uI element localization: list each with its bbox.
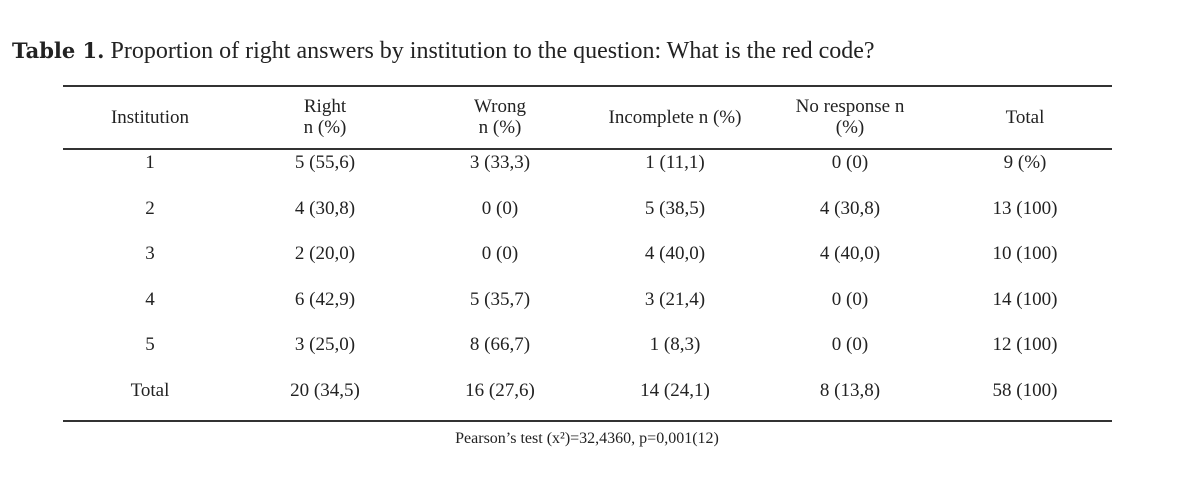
- header-cell: Total: [1005, 106, 1045, 128]
- table-cell: 1 (8,3): [649, 334, 701, 355]
- header-cell: Incomplete n (%): [608, 106, 742, 128]
- table-cell: 5 (55,6): [294, 152, 356, 173]
- table-cell: 6 (42,9): [294, 289, 356, 310]
- table-cell: Total: [130, 380, 170, 401]
- table-cell: 1: [145, 152, 155, 173]
- caption-text: Proportion of right answers by instituti…: [110, 38, 875, 64]
- header-rule: [63, 148, 1112, 150]
- table-cell: 16 (27,6): [465, 380, 535, 401]
- table-cell: 2 (20,0): [294, 243, 356, 264]
- table-cell: 5: [145, 334, 155, 355]
- header-cell: (%): [835, 117, 865, 138]
- table-cell: 13 (100): [992, 198, 1058, 219]
- header-cell: Institution: [110, 106, 190, 128]
- table-cell: 8 (13,8): [819, 380, 881, 401]
- table-cell: 0 (0): [481, 198, 519, 219]
- table-cell: 0 (0): [831, 334, 869, 355]
- caption-label: Table 1.: [12, 38, 105, 63]
- table-cell: 14 (24,1): [640, 380, 710, 401]
- top-rule: [63, 85, 1112, 87]
- table-cell: 0 (0): [481, 243, 519, 264]
- header-cell: Wrong: [474, 96, 526, 117]
- table-cell: 2: [145, 198, 155, 219]
- table-cell: 9 (%): [1003, 152, 1047, 173]
- table-cell: 20 (34,5): [290, 380, 360, 401]
- table-cell: 4: [145, 289, 155, 310]
- table-cell: 14 (100): [992, 289, 1058, 310]
- table-cell: 4 (40,0): [644, 243, 706, 264]
- table-cell: 8 (66,7): [469, 334, 531, 355]
- table-cell: 5 (38,5): [644, 198, 706, 219]
- bottom-rule: [63, 420, 1112, 422]
- table-cell: 0 (0): [831, 289, 869, 310]
- table-cell: 10 (100): [992, 243, 1058, 264]
- table-cell: 1 (11,1): [645, 152, 705, 173]
- table-cell: 3: [145, 243, 155, 264]
- table-cell: 5 (35,7): [469, 289, 531, 310]
- header-cell: n (%): [303, 117, 347, 138]
- table-cell: 0 (0): [831, 152, 869, 173]
- header-cell: No response n: [795, 96, 905, 117]
- table-cell: 3 (25,0): [294, 334, 356, 355]
- table-cell: 12 (100): [992, 334, 1058, 355]
- table-cell: 3 (21,4): [644, 289, 706, 310]
- table-caption: Table 1. Proportion of right answers by i…: [12, 38, 875, 65]
- header-cell: n (%): [478, 117, 522, 138]
- table-cell: 4 (40,0): [819, 243, 881, 264]
- table-cell: 4 (30,8): [294, 198, 356, 219]
- footnote: Pearson’s test (x²)=32,4360, p=0,001(12): [455, 430, 719, 447]
- table-cell: 3 (33,3): [469, 152, 531, 173]
- header-cell: Right: [303, 96, 347, 117]
- table-cell: 4 (30,8): [819, 198, 881, 219]
- table-cell: 58 (100): [992, 380, 1058, 401]
